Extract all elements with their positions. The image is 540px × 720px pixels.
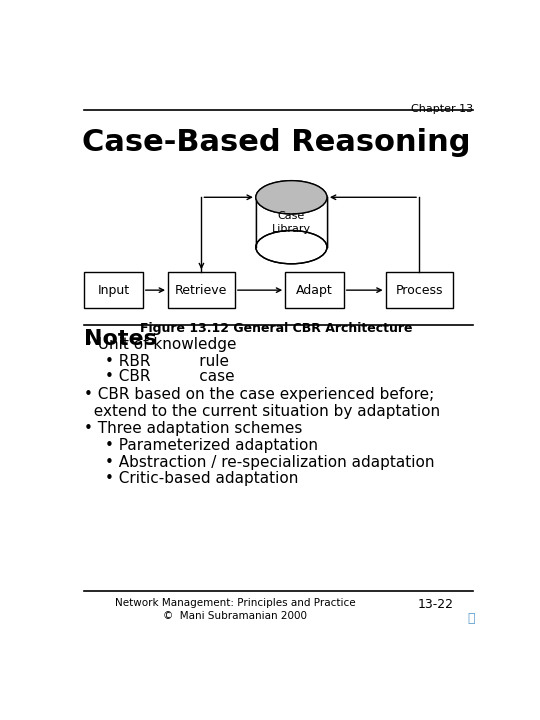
Text: Case
Library: Case Library bbox=[272, 211, 311, 234]
FancyBboxPatch shape bbox=[168, 272, 235, 308]
Text: • Three adaptation schemes: • Three adaptation schemes bbox=[84, 421, 302, 436]
Text: • Unit of knowledge: • Unit of knowledge bbox=[84, 337, 237, 352]
Text: ©  Mani Subramanian 2000: © Mani Subramanian 2000 bbox=[163, 611, 307, 621]
Text: • Critic-based adaptation: • Critic-based adaptation bbox=[105, 471, 299, 486]
Text: Process: Process bbox=[395, 284, 443, 297]
Text: • Abstraction / re-specialization adaptation: • Abstraction / re-specialization adapta… bbox=[105, 454, 435, 469]
FancyBboxPatch shape bbox=[285, 272, 344, 308]
Text: Case-Based Reasoning: Case-Based Reasoning bbox=[83, 128, 471, 157]
Text: Adapt: Adapt bbox=[296, 284, 333, 297]
FancyBboxPatch shape bbox=[386, 272, 453, 308]
Text: 🔈: 🔈 bbox=[468, 612, 475, 625]
FancyBboxPatch shape bbox=[84, 272, 143, 308]
Text: Input: Input bbox=[98, 284, 130, 297]
Ellipse shape bbox=[256, 181, 327, 214]
Text: Retrieve: Retrieve bbox=[176, 284, 227, 297]
Text: Chapter 13: Chapter 13 bbox=[411, 104, 474, 114]
Text: • CBR based on the case experienced before;: • CBR based on the case experienced befo… bbox=[84, 387, 435, 402]
Text: Network Management: Principles and Practice: Network Management: Principles and Pract… bbox=[114, 598, 355, 608]
Ellipse shape bbox=[256, 230, 327, 264]
Text: 13-22: 13-22 bbox=[418, 598, 454, 611]
Text: Figure 13.12 General CBR Architecture: Figure 13.12 General CBR Architecture bbox=[140, 322, 413, 335]
Polygon shape bbox=[256, 197, 327, 247]
Ellipse shape bbox=[256, 181, 327, 214]
Text: • RBR          rule: • RBR rule bbox=[105, 354, 229, 369]
Text: • CBR          case: • CBR case bbox=[105, 369, 235, 384]
Text: extend to the current situation by adaptation: extend to the current situation by adapt… bbox=[84, 403, 440, 418]
Text: • Parameterized adaptation: • Parameterized adaptation bbox=[105, 438, 318, 453]
Text: Notes: Notes bbox=[84, 329, 157, 349]
